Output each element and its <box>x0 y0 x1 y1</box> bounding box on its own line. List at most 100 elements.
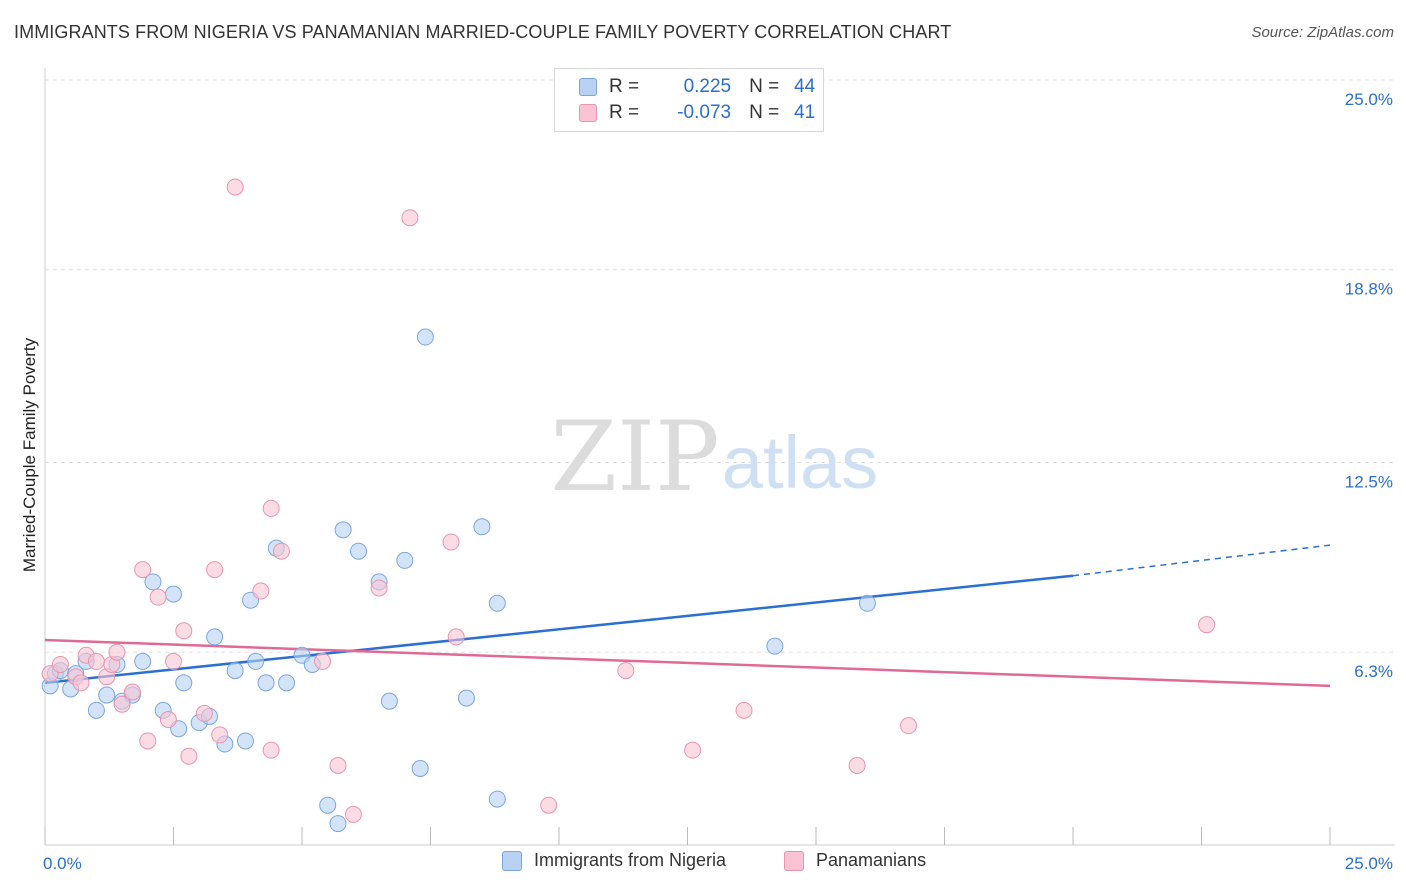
point-panamanian <box>329 756 347 774</box>
point-panamanian <box>447 628 465 646</box>
point-panamanian <box>123 683 141 701</box>
point-panamanian <box>113 695 131 713</box>
point-panamanian <box>206 561 224 579</box>
point-panamanian <box>314 652 332 670</box>
point-nigeria <box>416 328 434 346</box>
legend-swatch-nigeria <box>579 78 597 96</box>
point-panamanian <box>252 582 270 600</box>
point-panamanian <box>1198 616 1216 634</box>
point-panamanian <box>900 717 918 735</box>
point-panamanian <box>848 756 866 774</box>
point-panamanian <box>540 796 558 814</box>
legend-swatch-panamanian <box>579 104 597 122</box>
point-panamanian <box>175 622 193 640</box>
point-nigeria <box>236 732 254 750</box>
legend-swatch-nigeria <box>502 850 522 871</box>
point-nigeria <box>257 674 275 692</box>
y-tick-label: 12.5% <box>1345 473 1393 492</box>
legend-r-value: 0.225 <box>683 76 732 97</box>
watermark-zip: ZIP <box>550 401 719 513</box>
point-nigeria <box>350 542 368 560</box>
point-panamanian <box>226 178 244 196</box>
legend-item-nigeria: Immigrants from Nigeria <box>502 850 726 871</box>
point-nigeria <box>278 674 296 692</box>
point-nigeria <box>411 760 429 777</box>
point-nigeria <box>334 521 352 539</box>
legend-r-label: R = <box>609 76 640 97</box>
point-panamanian <box>195 704 213 722</box>
point-panamanian <box>735 701 753 719</box>
point-panamanian <box>87 652 105 670</box>
x-tick-label: 25.0% <box>1345 854 1393 873</box>
y-tick-label: 25.0% <box>1345 90 1393 109</box>
trend-line-nigeria-extension <box>1072 544 1331 577</box>
point-nigeria <box>226 662 244 680</box>
point-panamanian <box>617 662 635 680</box>
legend-n-label: N = <box>749 102 780 123</box>
trend-line-panamanian <box>44 638 1331 688</box>
legend-item-panamanian: Panamanians <box>784 850 926 871</box>
legend-n-value: 44 <box>794 76 816 97</box>
point-nigeria <box>473 518 491 536</box>
point-nigeria <box>396 551 414 569</box>
point-panamanian <box>180 747 198 765</box>
point-nigeria <box>488 594 506 612</box>
tick-labels: 6.3% 12.5% 18.8% 25.0% 0.0% 25.0% <box>43 90 1393 873</box>
point-panamanian <box>72 674 90 692</box>
watermark: ZIP atlas <box>550 401 878 513</box>
point-nigeria <box>488 790 506 808</box>
point-panamanian <box>139 732 157 750</box>
point-nigeria <box>144 573 162 591</box>
series-legend: Immigrants from Nigeria Panamanians <box>0 850 1406 878</box>
point-panamanian <box>108 643 126 661</box>
correlation-legend: R = 0.225 N = 44 R = -0.073 N = 41 <box>554 68 824 132</box>
grid-lines <box>45 79 1395 653</box>
axes <box>44 68 1395 846</box>
point-nigeria <box>175 674 193 692</box>
point-panamanian <box>344 805 362 823</box>
legend-n-label: N = <box>749 76 780 97</box>
point-panamanian <box>51 655 69 673</box>
point-nigeria <box>766 637 784 655</box>
data-points <box>41 178 1216 833</box>
point-nigeria <box>206 628 224 646</box>
x-tick-label: 0.0% <box>43 854 82 873</box>
legend-row-panamanian: R = -0.073 N = 41 <box>579 100 815 126</box>
legend-label-panamanian: Panamanians <box>816 850 927 870</box>
point-nigeria <box>98 686 116 704</box>
y-tick-label: 6.3% <box>1354 662 1393 681</box>
legend-r-label: R = <box>609 102 640 123</box>
point-nigeria <box>247 652 265 670</box>
trend-lines <box>44 544 1331 688</box>
point-panamanian <box>401 209 419 227</box>
point-nigeria <box>329 815 347 833</box>
point-panamanian <box>442 533 460 551</box>
legend-swatch-panamanian <box>784 850 804 871</box>
point-panamanian <box>211 726 229 744</box>
point-panamanian <box>159 711 177 729</box>
point-nigeria <box>165 585 182 603</box>
point-panamanian <box>370 579 388 597</box>
point-panamanian <box>272 542 290 560</box>
watermark-atlas: atlas <box>722 421 878 504</box>
legend-n-value: 41 <box>794 102 816 123</box>
legend-row-nigeria: R = 0.225 N = 44 <box>579 74 815 100</box>
point-nigeria <box>858 594 876 612</box>
source-label: Source: ZipAtlas.com <box>1251 24 1394 41</box>
point-nigeria <box>319 796 337 814</box>
chart-title: IMMIGRANTS FROM NIGERIA VS PANAMANIAN MA… <box>14 22 952 42</box>
point-panamanian <box>134 561 152 579</box>
y-tick-label: 18.8% <box>1345 280 1393 299</box>
point-nigeria <box>87 701 105 719</box>
point-panamanian <box>149 588 167 606</box>
legend-r-value: -0.073 <box>677 102 732 123</box>
point-panamanian <box>262 741 280 759</box>
point-nigeria <box>457 689 475 707</box>
point-panamanian <box>262 499 280 517</box>
point-nigeria <box>380 692 398 710</box>
trend-line-nigeria <box>44 574 1074 685</box>
point-panamanian <box>165 652 182 670</box>
point-panamanian <box>684 741 702 759</box>
point-nigeria <box>134 652 152 670</box>
